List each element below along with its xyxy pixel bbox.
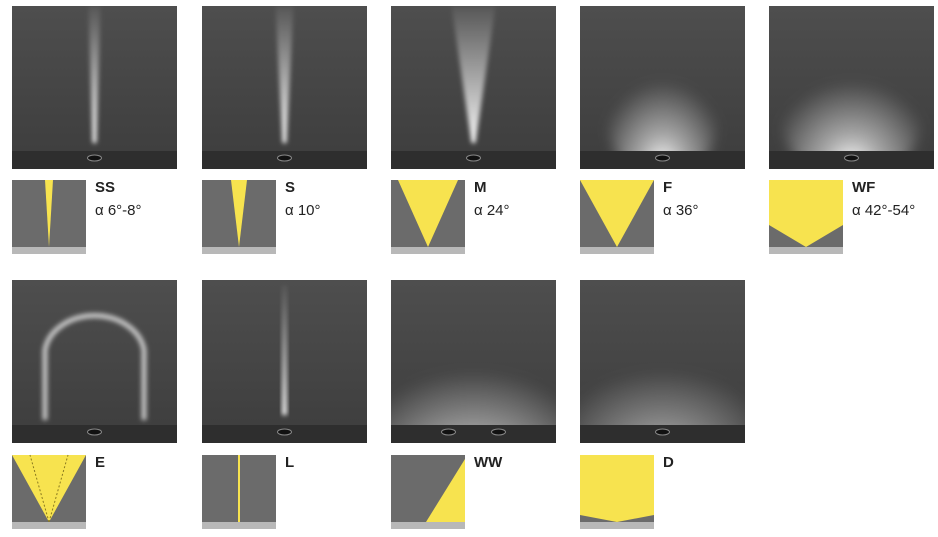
- icon-beam: [426, 459, 465, 522]
- icon-floor: [580, 522, 654, 529]
- beam-light: [282, 285, 287, 415]
- beam-photo: [12, 280, 177, 443]
- beam-icon: [202, 455, 276, 529]
- icon-beam: [580, 180, 654, 247]
- beam-angle: α 42°-54°: [852, 202, 915, 219]
- beam-light: [391, 325, 556, 443]
- fixture: [491, 428, 506, 436]
- beam-icon: [12, 454, 86, 529]
- photo-bg: [12, 280, 177, 443]
- beam-light: [580, 335, 745, 443]
- fixture: [277, 154, 292, 162]
- beam-angle: α 24°: [474, 202, 510, 219]
- beam-photo: [769, 6, 934, 169]
- beam-angle: α 10°: [285, 202, 321, 219]
- beam-photo: [580, 280, 745, 443]
- icon-beam: [45, 180, 53, 247]
- beam-icon: [202, 180, 276, 254]
- beam-angle: α 6°-8°: [95, 202, 142, 219]
- beam-item: Fα 36°: [580, 6, 745, 254]
- fixture: [87, 154, 102, 162]
- beam-code: E: [95, 454, 105, 471]
- fixture: [466, 154, 481, 162]
- beam-icon: [580, 180, 654, 254]
- icon-beam: [398, 180, 458, 247]
- beam-item: Sα 10°: [202, 6, 367, 254]
- beam-item: L: [202, 280, 367, 529]
- beam-item: WW: [391, 280, 556, 529]
- icon-floor: [202, 247, 276, 254]
- beam-photo: [202, 6, 367, 169]
- beam-photo: [202, 280, 367, 443]
- beam-code: D: [663, 454, 674, 471]
- beam-light: [451, 6, 496, 143]
- beam-code: F: [663, 179, 672, 196]
- beam-photo: [391, 280, 556, 443]
- beam-item: SS α 6°-8°: [12, 6, 177, 254]
- beam-icon: [391, 455, 465, 529]
- fixture: [277, 428, 292, 436]
- icon-floor: [391, 247, 465, 254]
- fixture: [655, 428, 670, 436]
- beam-item: D: [580, 280, 745, 529]
- beam-icon: [769, 180, 843, 254]
- beam-light: [88, 6, 101, 143]
- icon-floor: [12, 247, 86, 254]
- icon-beam: [769, 180, 843, 247]
- icon-floor: [769, 247, 843, 254]
- icon-floor: [580, 247, 654, 254]
- beam-code: L: [285, 454, 294, 471]
- beam-icon: [12, 180, 86, 254]
- beam-code: WF: [852, 179, 875, 196]
- icon-beam: [231, 180, 247, 247]
- beam-photo: [580, 6, 745, 169]
- beam-code: SS: [95, 179, 115, 196]
- icon-beam: [12, 455, 86, 522]
- beam-light: [42, 313, 147, 420]
- beam-light: [781, 46, 922, 169]
- beam-icon: [391, 180, 465, 254]
- icon-floor: [202, 522, 276, 529]
- icon-floor: [12, 522, 86, 529]
- icon-beam: [580, 455, 654, 522]
- fixture: [844, 154, 859, 162]
- icon-beam: [238, 455, 240, 522]
- beam-code: WW: [474, 454, 503, 471]
- beam-code: S: [285, 179, 295, 196]
- floor: [391, 425, 556, 443]
- beam-light: [607, 46, 718, 169]
- beam-icon: [580, 455, 654, 529]
- beam-photo: [12, 6, 177, 169]
- fixture: [655, 154, 670, 162]
- icon-floor: [391, 522, 465, 529]
- beam-angle: α 36°: [663, 202, 699, 219]
- fixture: [87, 428, 102, 436]
- beam-item: E: [12, 280, 177, 529]
- beam-item: Mα 24°: [391, 6, 556, 254]
- beam-photo: [391, 6, 556, 169]
- fixture: [441, 428, 456, 436]
- beam-light: [275, 6, 294, 143]
- beam-item: WF α 42°-54°: [769, 6, 934, 254]
- beam-code: M: [474, 179, 487, 196]
